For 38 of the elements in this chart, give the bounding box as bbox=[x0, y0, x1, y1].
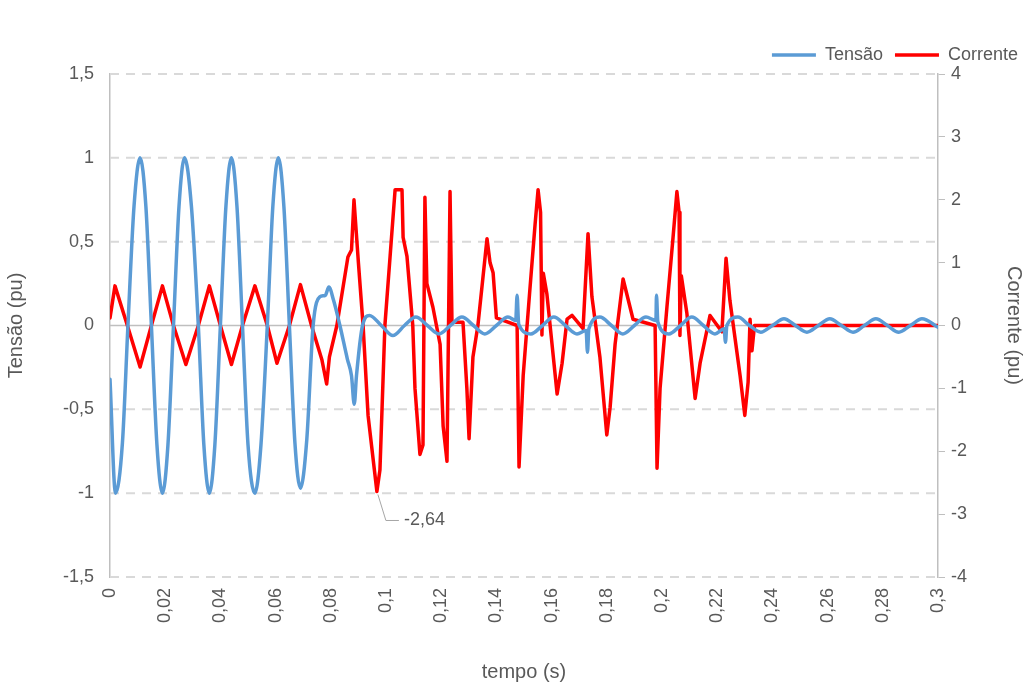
x-tick-label: 0,14 bbox=[485, 588, 506, 624]
y-tick-label: 1 bbox=[83, 146, 94, 167]
y2-tick-label: -4 bbox=[951, 565, 968, 586]
y-axis-title: Tensão (pu) bbox=[3, 272, 26, 379]
x-tick-label: 0,2 bbox=[650, 588, 671, 614]
y-tick-label: 0,5 bbox=[68, 230, 94, 251]
y2-tick-label: 4 bbox=[951, 62, 962, 83]
data-label: -2,64 bbox=[403, 509, 445, 530]
y2-tick-label: 2 bbox=[951, 188, 962, 209]
x-tick-label: 0,06 bbox=[264, 588, 285, 624]
legend-label: Tensão bbox=[824, 43, 883, 64]
y-tick-label: -1,5 bbox=[62, 565, 94, 586]
x-tick-label: 0,24 bbox=[761, 588, 782, 624]
y-tick-label: -0,5 bbox=[62, 398, 94, 419]
y-tick-label: 1,5 bbox=[68, 62, 94, 83]
y-tick-label: -1 bbox=[77, 482, 94, 503]
y-tick-label: 0 bbox=[83, 314, 94, 335]
x-tick-label: 0,28 bbox=[871, 588, 892, 624]
x-axis-title: tempo (s) bbox=[481, 659, 567, 682]
x-tick-label: 0,12 bbox=[430, 588, 451, 624]
x-tick-label: 0,02 bbox=[154, 588, 175, 624]
y2-tick-label: 1 bbox=[951, 251, 962, 272]
x-tick-label: 0 bbox=[98, 588, 119, 599]
x-tick-label: 0,16 bbox=[540, 588, 561, 624]
y2-axis-title: Corrente (pu) bbox=[1004, 266, 1027, 385]
x-tick-label: 0,3 bbox=[926, 588, 947, 614]
x-tick-label: 0,22 bbox=[706, 588, 727, 624]
y2-tick-label: 0 bbox=[951, 314, 962, 335]
x-tick-label: 0,04 bbox=[209, 588, 230, 624]
y2-tick-label: -2 bbox=[951, 440, 968, 461]
x-tick-label: 0,26 bbox=[816, 588, 837, 624]
y2-tick-label: -1 bbox=[951, 377, 968, 398]
x-tick-label: 0,18 bbox=[595, 588, 616, 624]
y2-tick-label: 3 bbox=[951, 125, 962, 146]
y2-tick-label: -3 bbox=[951, 503, 968, 524]
x-tick-label: 0,1 bbox=[374, 588, 395, 614]
x-tick-label: 0,08 bbox=[319, 588, 340, 624]
legend-label: Corrente bbox=[947, 43, 1018, 64]
